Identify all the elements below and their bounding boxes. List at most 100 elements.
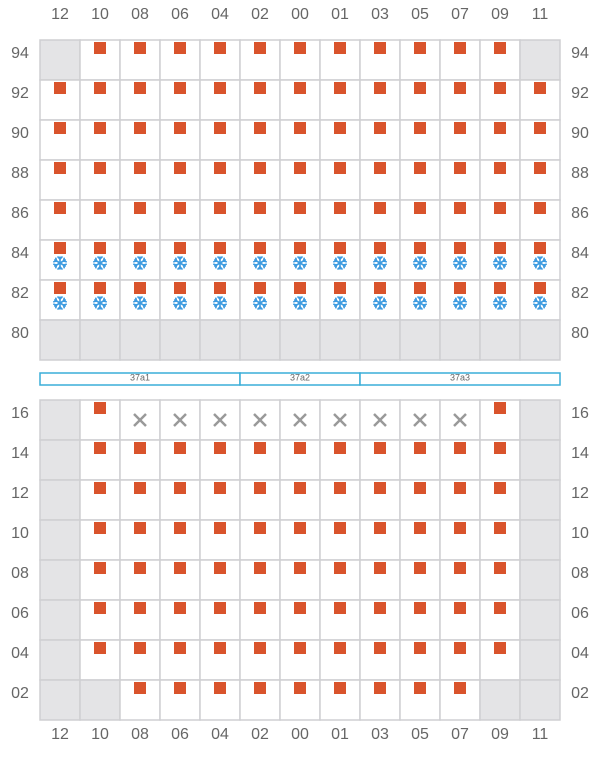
occupied-marker — [174, 42, 186, 54]
occupied-marker — [174, 242, 186, 254]
column-label: 04 — [211, 6, 229, 23]
row-label: 86 — [571, 205, 589, 222]
cell — [39, 319, 81, 361]
row-label: 90 — [11, 125, 29, 142]
occupied-marker — [334, 562, 346, 574]
snowflake-tip — [502, 260, 507, 263]
column-label: 06 — [171, 726, 189, 743]
occupied-marker — [254, 602, 266, 614]
segment-label: 37a1 — [130, 372, 150, 382]
cross-line — [373, 413, 387, 427]
blocked-icon — [333, 413, 347, 427]
occupied-marker — [534, 122, 546, 134]
cell — [159, 319, 201, 361]
snowflake-tip — [99, 296, 103, 300]
cell — [279, 119, 321, 161]
occupied-marker — [414, 82, 426, 94]
snowflake-tip — [382, 300, 387, 303]
occupied-marker — [414, 642, 426, 654]
occupied-marker — [454, 202, 466, 214]
occupied-marker — [254, 162, 266, 174]
cell — [399, 79, 441, 121]
snowflake-tip — [142, 304, 145, 309]
snowflake-tip — [259, 306, 263, 310]
occupied-marker — [334, 682, 346, 694]
occupied-marker — [174, 202, 186, 214]
snowflake-tip — [419, 256, 423, 260]
snowflake-tip — [502, 300, 507, 303]
snowflake-tip — [459, 296, 463, 300]
occupied-marker — [454, 42, 466, 54]
occupied-marker — [334, 122, 346, 134]
row-label: 14 — [571, 445, 589, 462]
occupied-marker — [214, 282, 226, 294]
snowflake-tip — [173, 300, 178, 303]
snowflake-tip — [455, 264, 458, 269]
occupied-marker — [414, 282, 426, 294]
occupied-marker — [454, 122, 466, 134]
occupied-marker — [494, 402, 506, 414]
occupied-marker — [254, 562, 266, 574]
cell — [39, 639, 81, 681]
snowflake-tip — [222, 264, 225, 269]
occupied-marker — [534, 202, 546, 214]
occupied-marker — [494, 482, 506, 494]
occupied-marker — [94, 282, 106, 294]
occupied-marker — [494, 522, 506, 534]
snowflake-tip — [539, 306, 543, 310]
snowflake-tip — [102, 264, 105, 269]
snowflake-tip — [462, 264, 465, 269]
snowflake-tip — [179, 266, 183, 270]
column-label: 06 — [171, 6, 189, 23]
occupied-marker — [494, 282, 506, 294]
snowflake-tip — [219, 266, 223, 270]
occupied-marker — [94, 442, 106, 454]
row-label: 80 — [11, 325, 29, 342]
occupied-marker — [334, 482, 346, 494]
column-label: 04 — [211, 726, 229, 743]
occupied-marker — [494, 602, 506, 614]
frozen-icon — [413, 256, 427, 270]
blocked-icon — [173, 413, 187, 427]
column-label: 10 — [91, 726, 109, 743]
cell — [519, 639, 561, 681]
snowflake-tip — [539, 296, 543, 300]
snowflake-tip — [259, 296, 263, 300]
snowflake-tip — [142, 300, 147, 303]
blocked-icon — [133, 413, 147, 427]
snowflake-tip — [55, 304, 58, 309]
cell — [199, 399, 241, 441]
snowflake-tip — [422, 304, 425, 309]
row-label: 94 — [571, 45, 589, 62]
occupied-marker — [294, 282, 306, 294]
cell — [359, 319, 401, 361]
cell — [439, 559, 481, 601]
occupied-marker — [374, 282, 386, 294]
occupied-marker — [54, 122, 66, 134]
row-label: 14 — [11, 445, 29, 462]
occupied-marker — [174, 682, 186, 694]
cell — [319, 319, 361, 361]
snowflake-tip — [499, 266, 503, 270]
occupied-marker — [254, 522, 266, 534]
snowflake-tip — [339, 306, 343, 310]
snowflake-tip — [339, 296, 343, 300]
column-label: 12 — [51, 726, 69, 743]
snowflake-tip — [139, 306, 143, 310]
snowflake-tip — [53, 300, 58, 303]
occupied-marker — [454, 242, 466, 254]
cell — [39, 559, 81, 601]
frozen-icon — [493, 256, 507, 270]
cell — [439, 319, 481, 361]
snowflake-tip — [299, 306, 303, 310]
blocked-icon — [413, 413, 427, 427]
snowflake-tip — [302, 264, 305, 269]
cell — [279, 319, 321, 361]
snowflake-tip — [413, 300, 418, 303]
snowflake-tip — [375, 264, 378, 269]
occupied-marker — [214, 42, 226, 54]
occupied-marker — [454, 442, 466, 454]
snowflake-tip — [413, 260, 418, 263]
occupied-marker — [294, 482, 306, 494]
snowflake-tip — [379, 266, 383, 270]
